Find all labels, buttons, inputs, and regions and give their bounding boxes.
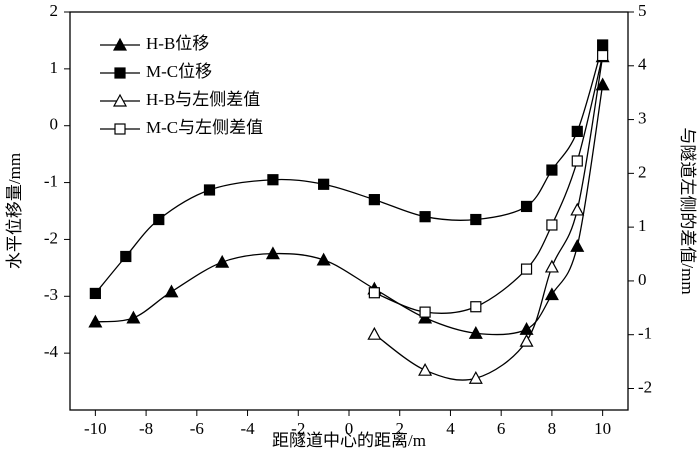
marker — [468, 325, 483, 339]
marker — [153, 213, 165, 226]
marker — [544, 287, 559, 301]
y2-tick-label: 3 — [638, 108, 647, 127]
x-tick-label: 6 — [497, 419, 506, 438]
marker — [267, 174, 279, 186]
marker — [215, 254, 230, 268]
legend-label: M-C位移 — [146, 62, 212, 81]
marker — [367, 326, 382, 340]
marker — [570, 202, 585, 216]
x-tick-label: 10 — [594, 419, 611, 438]
marker — [164, 284, 179, 298]
y-tick-label: -1 — [44, 171, 58, 190]
y2-axis-label: 与隧道左侧的差值/mm — [678, 127, 697, 294]
x-tick-label: -6 — [190, 419, 204, 438]
x-tick-label: 0 — [345, 419, 354, 438]
series-line — [374, 55, 604, 314]
x-axis-label: 距隧道中心的距离/m — [272, 431, 426, 450]
y2-tick-label: 1 — [638, 216, 647, 235]
marker — [546, 164, 558, 176]
x-tick-label: -8 — [139, 419, 153, 438]
series-line — [94, 44, 604, 294]
y-tick-label: 1 — [50, 58, 59, 77]
marker — [126, 310, 141, 324]
marker — [468, 371, 483, 384]
y-tick-label: -3 — [44, 285, 58, 304]
y2-tick-label: -1 — [638, 324, 652, 343]
marker — [571, 155, 583, 167]
legend-label: M-C与左侧差值 — [146, 118, 263, 137]
x-tick-label: -2 — [291, 419, 305, 438]
marker — [368, 287, 380, 299]
marker — [368, 194, 380, 206]
y2-tick-label: 4 — [638, 55, 647, 74]
marker — [470, 301, 482, 313]
y-axis-label: 水平位移量/mm — [5, 153, 24, 269]
x-tick-label: 4 — [446, 419, 455, 438]
y-tick-label: 2 — [50, 1, 59, 20]
marker — [316, 252, 331, 266]
marker — [595, 77, 610, 91]
marker — [89, 287, 101, 300]
legend-marker — [114, 123, 126, 135]
x-tick-label: -4 — [240, 419, 255, 438]
marker — [419, 306, 431, 318]
legend-marker — [114, 67, 126, 79]
y2-tick-label: 0 — [638, 270, 647, 289]
x-tick-label: 8 — [548, 419, 557, 438]
y2-tick-label: 5 — [638, 1, 647, 20]
legend-label: H-B位移 — [146, 34, 209, 53]
y-tick-label: -4 — [44, 342, 59, 361]
marker — [520, 200, 533, 213]
marker — [570, 238, 585, 252]
marker — [544, 259, 559, 273]
marker — [519, 333, 534, 347]
marker — [120, 250, 132, 263]
y-tick-label: -2 — [44, 228, 58, 247]
legend-marker — [112, 37, 128, 51]
marker — [597, 39, 609, 51]
y2-tick-label: -2 — [638, 377, 652, 396]
marker — [419, 211, 431, 223]
x-tick-label: 2 — [395, 419, 404, 438]
y-tick-label: 0 — [50, 115, 59, 134]
marker — [520, 263, 533, 275]
legend-label: H-B与左侧差值 — [146, 90, 260, 109]
y2-tick-label: 2 — [638, 162, 647, 181]
marker — [203, 184, 216, 196]
marker — [597, 49, 609, 62]
marker — [546, 219, 558, 231]
marker — [318, 178, 330, 190]
marker — [571, 125, 583, 138]
marker — [418, 362, 433, 376]
marker — [88, 314, 103, 328]
marker — [265, 246, 280, 260]
legend-marker — [112, 93, 128, 107]
x-tick-label: -10 — [84, 419, 107, 438]
marker — [470, 213, 482, 226]
